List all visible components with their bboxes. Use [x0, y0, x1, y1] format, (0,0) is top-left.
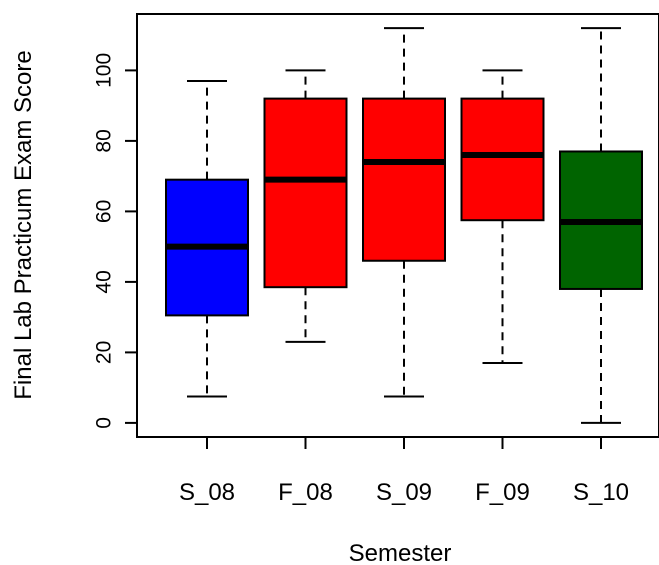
boxes-layer	[165, 27, 643, 424]
y-tick-label: 0	[93, 417, 116, 429]
box-group-s_09	[362, 27, 446, 398]
y-tick-label: 100	[93, 53, 116, 88]
plot-frame	[136, 13, 659, 438]
x-axis: S_08 F_08 S_09 F_09 S_10	[179, 437, 629, 506]
x-tick-label: F_08	[278, 479, 333, 506]
y-tick-label: 40	[93, 270, 116, 293]
box-body	[263, 97, 348, 289]
x-tick-label: F_09	[475, 479, 530, 506]
x-tick-label: S_10	[573, 479, 629, 506]
box-group-s_08	[165, 79, 249, 398]
x-axis-label: Semester	[349, 540, 452, 565]
x-tick-label: S_09	[376, 479, 432, 506]
box-group-f_08	[263, 69, 348, 343]
y-axis: 0 20 40 60 80 100	[93, 53, 137, 429]
y-tick-label: 60	[93, 200, 116, 223]
box-body	[460, 97, 545, 222]
x-tick-label: S_08	[179, 479, 235, 506]
box-group-s_10	[559, 27, 643, 424]
y-tick-label: 80	[93, 129, 116, 152]
y-tick-label: 20	[93, 341, 116, 364]
box-body	[362, 97, 446, 262]
box-group-f_09	[460, 69, 545, 364]
y-axis-label: Final Lab Practicum Exam Score	[10, 50, 37, 399]
